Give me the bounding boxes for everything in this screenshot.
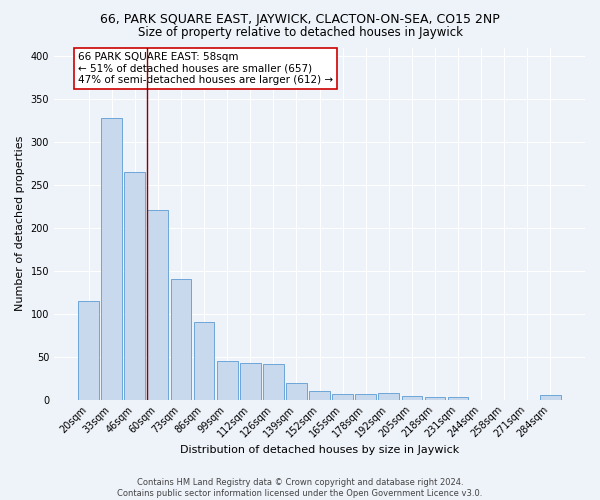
Bar: [148, 210, 168, 400]
Bar: [124, 172, 145, 400]
Bar: [286, 384, 307, 400]
Bar: [448, 397, 469, 400]
X-axis label: Distribution of detached houses by size in Jaywick: Distribution of detached houses by size …: [180, 445, 459, 455]
Text: Size of property relative to detached houses in Jaywick: Size of property relative to detached ho…: [137, 26, 463, 39]
Text: Contains HM Land Registry data © Crown copyright and database right 2024.
Contai: Contains HM Land Registry data © Crown c…: [118, 478, 482, 498]
Bar: [332, 394, 353, 400]
Bar: [101, 118, 122, 400]
Bar: [170, 278, 191, 400]
Bar: [240, 362, 260, 400]
Bar: [540, 396, 561, 400]
Bar: [401, 396, 422, 400]
Bar: [309, 391, 330, 400]
Bar: [217, 361, 238, 400]
Text: 66 PARK SQUARE EAST: 58sqm
← 51% of detached houses are smaller (657)
47% of sem: 66 PARK SQUARE EAST: 58sqm ← 51% of deta…: [78, 52, 334, 85]
Bar: [379, 393, 399, 400]
Bar: [263, 364, 284, 400]
Text: 66, PARK SQUARE EAST, JAYWICK, CLACTON-ON-SEA, CO15 2NP: 66, PARK SQUARE EAST, JAYWICK, CLACTON-O…: [100, 12, 500, 26]
Bar: [355, 394, 376, 400]
Bar: [78, 301, 99, 400]
Y-axis label: Number of detached properties: Number of detached properties: [15, 136, 25, 312]
Bar: [425, 397, 445, 400]
Bar: [194, 322, 214, 400]
